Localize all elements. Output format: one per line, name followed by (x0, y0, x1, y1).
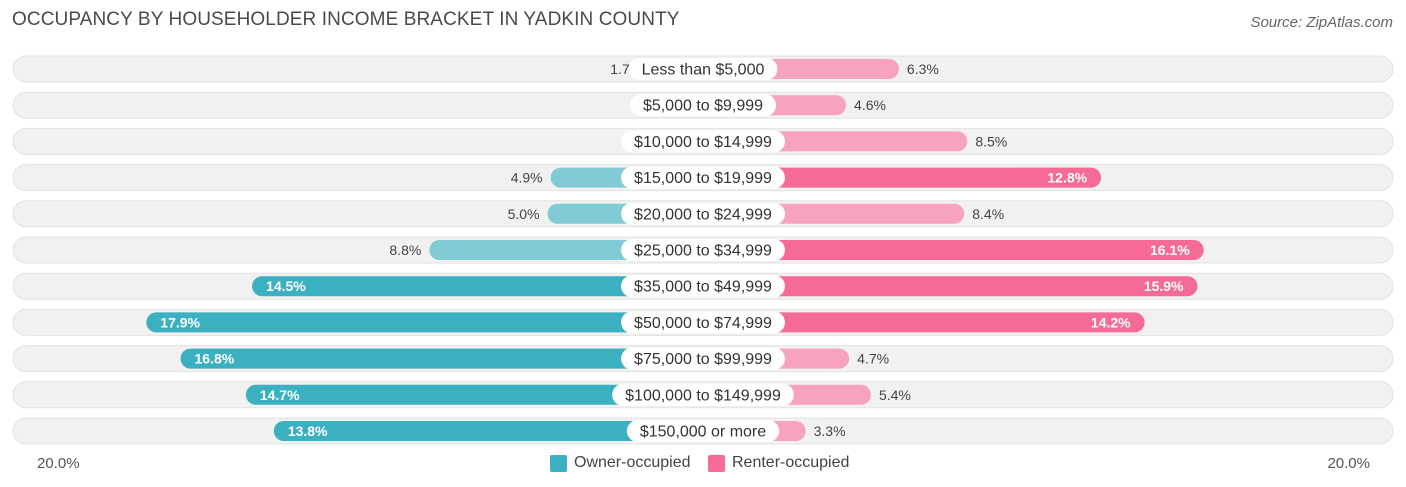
renter-bar (703, 312, 1145, 333)
category-label: $150,000 or more (640, 424, 766, 441)
category-pill (628, 58, 778, 80)
category-label: $20,000 to $24,999 (634, 206, 772, 223)
category-label: $25,000 to $34,999 (634, 243, 772, 260)
owner-value-label: 13.8% (288, 423, 328, 439)
owner-bar (245, 384, 703, 405)
source-credit: Source: ZipAtlas.com (1250, 14, 1393, 31)
renter-value-label: 8.5% (975, 133, 1007, 149)
category-pill (621, 275, 785, 298)
owner-bar (146, 312, 703, 333)
legend-renter-label: Renter-occupied (732, 454, 850, 471)
legend: Owner-occupied Renter-occupied (0, 452, 1406, 474)
owner-value-label: 14.7% (260, 387, 300, 403)
category-pill (621, 202, 785, 225)
owner-bar (252, 276, 704, 297)
legend-owner-label: Owner-occupied (574, 454, 691, 471)
category-label: $100,000 to $149,999 (625, 387, 781, 404)
owner-value-label: 17.9% (160, 314, 200, 330)
bar-chart: 1.7%6.3%Less than $5,0000.64%4.6%$5,000 … (12, 55, 1394, 445)
legend-owner: Owner-occupied (550, 452, 691, 474)
category-label: $50,000 to $74,999 (634, 315, 772, 332)
owner-bar (180, 348, 703, 369)
axis-right-label: 20.0% (1327, 455, 1370, 472)
renter-value-label: 4.7% (857, 351, 889, 367)
renter-value-label: 8.4% (972, 206, 1004, 222)
renter-value-label: 16.1% (1150, 242, 1190, 258)
category-pill (621, 347, 785, 370)
renter-bar (703, 167, 1102, 188)
renter-value-label: 5.4% (879, 387, 911, 403)
renter-value-label: 6.3% (907, 61, 939, 77)
legend-owner-swatch (550, 454, 567, 472)
renter-value-label: 3.3% (814, 423, 846, 439)
category-label: $5,000 to $9,999 (643, 98, 763, 115)
category-pill (621, 239, 785, 261)
axis-left-label: 20.0% (37, 455, 80, 472)
legend-renter: Renter-occupied (708, 452, 849, 474)
renter-bar (703, 240, 1204, 260)
owner-value-label: 14.5% (266, 278, 306, 294)
legend-renter-swatch (708, 454, 725, 472)
category-label: $75,000 to $99,999 (634, 351, 772, 368)
renter-value-label: 4.6% (854, 97, 886, 113)
category-pill (621, 311, 785, 334)
renter-value-label: 15.9% (1144, 278, 1184, 294)
category-label: $15,000 to $19,999 (634, 170, 772, 187)
renter-bar (703, 276, 1198, 297)
category-pill (612, 383, 794, 406)
category-pill (621, 130, 785, 153)
category-label: Less than $5,000 (642, 62, 765, 79)
category-label: $35,000 to $49,999 (634, 279, 772, 296)
category-pill (626, 420, 780, 442)
category-pill (621, 166, 785, 189)
category-label: $10,000 to $14,999 (634, 134, 772, 151)
renter-value-label: 12.8% (1047, 170, 1087, 186)
owner-value-label: 5.0% (508, 206, 540, 222)
owner-value-label: 16.8% (195, 351, 235, 367)
renter-value-label: 14.2% (1091, 314, 1131, 330)
owner-bar (273, 421, 703, 441)
owner-value-label: 4.9% (511, 170, 543, 186)
category-pill (629, 94, 777, 117)
owner-value-label: 8.8% (389, 242, 421, 258)
chart-title: OCCUPANCY BY HOUSEHOLDER INCOME BRACKET … (12, 9, 680, 30)
